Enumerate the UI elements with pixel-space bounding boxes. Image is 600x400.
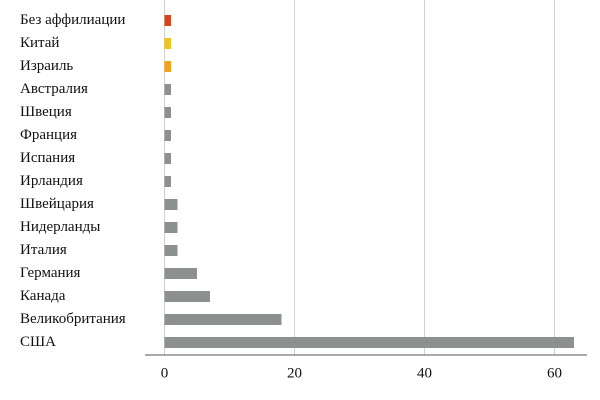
bar xyxy=(164,61,171,72)
y-tick-label: Великобритания xyxy=(20,311,126,327)
x-tick-label: 0 xyxy=(161,365,169,381)
bar xyxy=(164,337,574,348)
bar xyxy=(164,291,210,302)
y-tick-label: Израиль xyxy=(20,58,73,74)
bar xyxy=(164,130,171,141)
y-tick-label: Испания xyxy=(20,150,75,166)
y-tick-label: Китай xyxy=(20,35,59,51)
y-tick-label: Канада xyxy=(20,288,66,304)
y-tick-label: Швейцария xyxy=(20,196,94,212)
y-tick-label: Германия xyxy=(20,265,81,281)
y-tick-label: США xyxy=(20,334,56,350)
y-tick-label: Ирландия xyxy=(20,173,83,189)
y-tick-label: Швеция xyxy=(20,104,72,120)
bar xyxy=(164,107,171,118)
x-tick-label: 60 xyxy=(547,365,562,381)
bar xyxy=(164,153,171,164)
bar xyxy=(164,245,178,256)
y-tick-label: Нидерланды xyxy=(20,219,100,235)
y-tick-label: Италия xyxy=(20,242,67,258)
bar xyxy=(164,268,197,279)
bar xyxy=(164,38,171,49)
y-tick-label: Австралия xyxy=(20,81,88,97)
bar xyxy=(164,15,171,26)
bar xyxy=(164,199,178,210)
bar xyxy=(164,314,282,325)
bar xyxy=(164,222,178,233)
x-tick-label: 20 xyxy=(287,365,302,381)
y-tick-label: Без аффилиации xyxy=(20,12,125,28)
bar xyxy=(164,84,171,95)
x-tick-label: 40 xyxy=(417,365,432,381)
y-tick-label: Франция xyxy=(20,127,77,143)
bar xyxy=(164,176,171,187)
